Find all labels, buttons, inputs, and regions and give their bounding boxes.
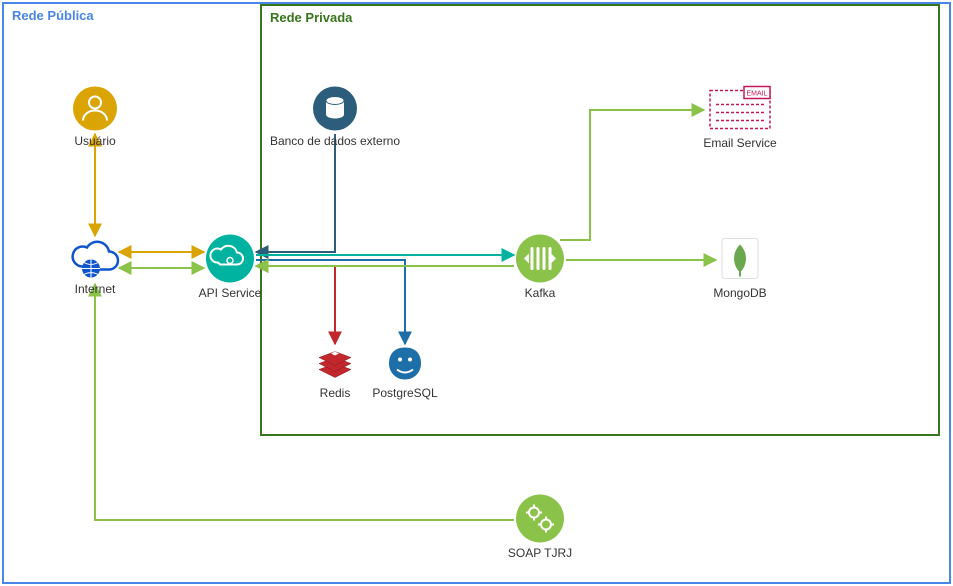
node-dbext xyxy=(313,87,357,134)
node-redis xyxy=(315,344,355,387)
node-email: EMAIL xyxy=(708,85,772,136)
node-api-label: API Service xyxy=(160,286,300,300)
node-internet xyxy=(69,239,121,282)
region-public-label: Rede Pública xyxy=(12,8,94,23)
node-postgres xyxy=(385,344,425,387)
node-usuario-label: Usuário xyxy=(25,134,165,148)
postgres-icon xyxy=(385,344,425,384)
node-postgres-label: PostgreSQL xyxy=(335,386,475,400)
svg-text:EMAIL: EMAIL xyxy=(746,91,767,98)
redis-icon xyxy=(315,344,355,384)
node-email-label: Email Service xyxy=(670,136,810,150)
node-api xyxy=(206,235,254,286)
cloud-gear-icon xyxy=(206,235,254,283)
node-dbext-label: Banco de dados externo xyxy=(265,134,405,148)
mongodb-leaf-icon xyxy=(720,235,760,283)
cloud-globe-icon xyxy=(69,239,121,279)
diagram-canvas: Rede Pública Rede Privada xyxy=(0,0,953,586)
user-icon xyxy=(73,87,117,131)
node-mongo xyxy=(720,235,760,286)
node-mongo-label: MongoDB xyxy=(670,286,810,300)
email-icon: EMAIL xyxy=(708,85,772,133)
node-soap-label: SOAP TJRJ xyxy=(470,546,610,560)
region-private: Rede Privada xyxy=(260,4,940,436)
node-usuario xyxy=(73,87,117,134)
node-kafka xyxy=(516,235,564,286)
region-private-label: Rede Privada xyxy=(270,10,352,25)
node-kafka-label: Kafka xyxy=(470,286,610,300)
node-internet-label: Internet xyxy=(25,282,165,296)
gears-icon xyxy=(516,495,564,543)
database-icon xyxy=(313,87,357,131)
node-soap xyxy=(516,495,564,546)
kafka-icon xyxy=(516,235,564,283)
